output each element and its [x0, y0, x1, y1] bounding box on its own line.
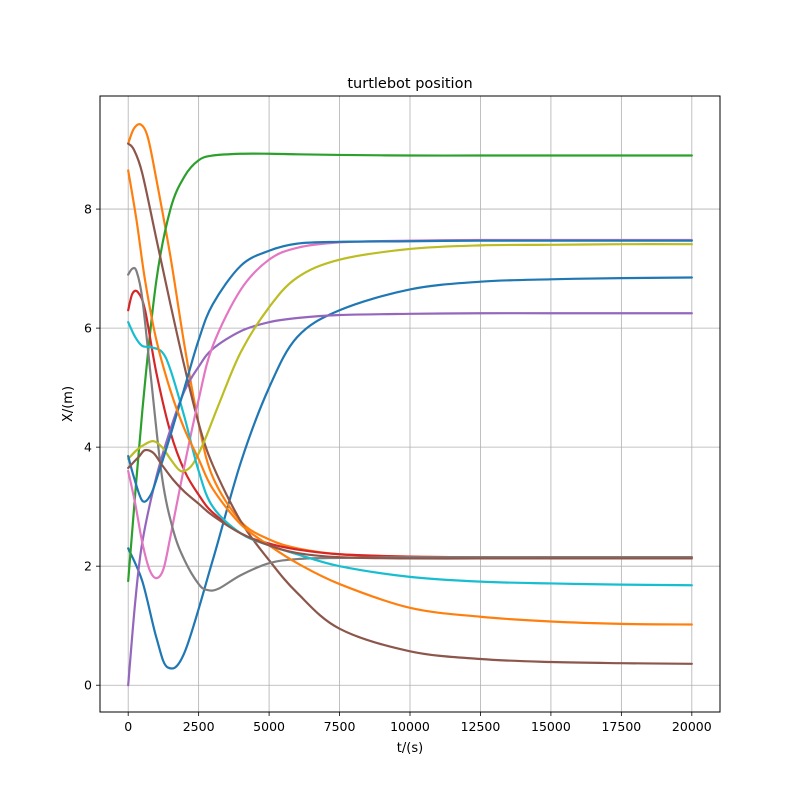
x-tick-label: 10000 [390, 719, 430, 734]
x-tick-label: 17500 [601, 719, 641, 734]
x-tick-label: 12500 [461, 719, 501, 734]
x-tick-label: 15000 [531, 719, 571, 734]
series-line-12 [127, 169, 693, 626]
series-lines [127, 123, 693, 687]
series-line-13 [127, 448, 693, 560]
x-axis-ticks: 0 2500 5000 7500 10000 12500 15000 17500 20000 [124, 712, 712, 734]
series-line-1 [127, 276, 693, 670]
x-tick-label: 7500 [324, 719, 356, 734]
y-tick-label: 4 [84, 440, 92, 455]
y-tick-label: 8 [84, 202, 92, 217]
series-line-6 [127, 142, 693, 665]
x-tick-label: 20000 [672, 719, 712, 734]
series-line-3 [127, 152, 693, 583]
series-line-11 [127, 239, 693, 503]
y-tick-label: 6 [84, 321, 92, 336]
series-line-8 [127, 266, 693, 592]
series-line-5 [127, 312, 693, 687]
x-tick-label: 5000 [253, 719, 285, 734]
series-line-9 [127, 243, 693, 473]
y-axis-ticks: 0 2 4 6 8 [84, 202, 100, 693]
x-tick-label: 0 [124, 719, 132, 734]
chart-title: turtlebot position [347, 76, 472, 92]
x-tick-label: 2500 [183, 719, 215, 734]
y-axis-label: X/(m) [61, 386, 76, 422]
y-tick-label: 2 [84, 559, 92, 574]
y-tick-label: 0 [84, 678, 92, 693]
x-axis-label: t/(s) [397, 741, 423, 756]
